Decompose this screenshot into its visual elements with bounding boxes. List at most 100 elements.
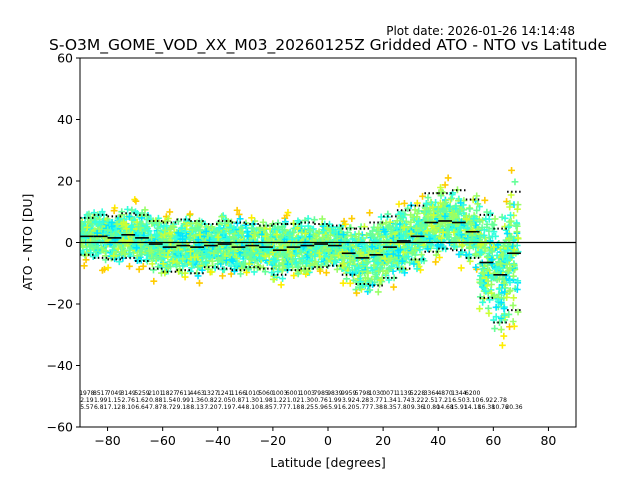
data-point <box>150 277 158 285</box>
data-point <box>506 264 514 272</box>
data-point <box>242 221 249 229</box>
data-point <box>450 228 458 236</box>
data-point <box>104 264 112 272</box>
data-point <box>508 166 515 174</box>
bin-stat-label: 7.21 <box>438 397 452 404</box>
data-point <box>363 231 371 239</box>
data-point <box>501 214 509 222</box>
y-axis-label: ATO - NTO [DU] <box>20 194 35 291</box>
data-point <box>95 219 103 226</box>
bin-stat-label: 7.12 <box>108 404 122 411</box>
data-point <box>507 232 515 240</box>
data-point <box>274 268 282 275</box>
data-point <box>238 265 245 272</box>
data-point <box>135 265 143 273</box>
data-point <box>499 341 506 349</box>
data-point <box>214 257 222 265</box>
data-point <box>454 208 462 216</box>
data-point <box>181 227 189 235</box>
data-point <box>418 257 425 264</box>
data-point <box>412 244 420 252</box>
data-point <box>83 224 91 231</box>
data-point <box>153 232 160 240</box>
data-point <box>245 265 253 272</box>
data-point <box>340 217 348 225</box>
data-point <box>425 231 433 239</box>
bin-stat-label: 7.20 <box>204 404 218 411</box>
bin-stat-label: 6.50 <box>452 397 466 404</box>
data-point <box>236 215 244 223</box>
data-point <box>110 207 118 215</box>
data-point <box>479 298 487 306</box>
data-point <box>215 224 223 232</box>
data-point <box>279 275 286 283</box>
data-point <box>322 269 330 277</box>
data-point <box>315 228 323 236</box>
data-point <box>500 332 508 340</box>
data-point <box>505 223 513 231</box>
data-point <box>497 299 505 306</box>
bin-stat-label: 1.36 <box>190 397 204 404</box>
scatter-points-layer <box>80 166 522 349</box>
data-point <box>316 267 324 275</box>
data-point <box>455 251 463 258</box>
data-point <box>85 218 93 226</box>
data-point <box>510 294 517 302</box>
data-point <box>109 246 116 254</box>
data-point <box>506 323 513 331</box>
data-point <box>363 259 371 267</box>
data-point <box>424 245 432 253</box>
data-point <box>204 265 212 273</box>
data-point <box>505 311 513 318</box>
data-point <box>161 249 168 257</box>
data-point <box>210 249 218 257</box>
data-point <box>286 249 293 257</box>
bin-stat-label: 9959 <box>341 390 356 397</box>
bin-stat-label: 3.10 <box>466 397 480 404</box>
data-point <box>292 259 300 267</box>
data-point <box>439 200 447 208</box>
bin-stat-label: 7.19 <box>218 404 232 411</box>
data-point <box>94 245 102 253</box>
bin-stat-label: 9.36 <box>411 404 425 411</box>
data-point <box>147 247 155 254</box>
data-point <box>488 281 495 288</box>
data-point <box>445 233 452 241</box>
data-point <box>344 229 351 236</box>
y-tick-label: 60 <box>57 51 73 66</box>
bin-statistics-layer: 1978851770493149525921011827761144631327… <box>79 390 523 411</box>
data-point <box>444 224 452 232</box>
bin-stat-label: 1978 <box>79 390 94 397</box>
x-tick-label: 20 <box>375 433 391 448</box>
bin-stat-label: 6200 <box>465 390 480 397</box>
bin-stat-label: 4870 <box>437 390 452 397</box>
bin-stat-label: 1003 <box>300 390 315 397</box>
data-point <box>441 181 449 189</box>
data-point <box>368 231 376 239</box>
bin-stat-label: 7985 <box>313 390 328 397</box>
data-point <box>444 174 452 182</box>
data-point <box>139 262 147 270</box>
data-point <box>491 269 498 277</box>
data-point <box>492 303 500 311</box>
bin-stat-label: 7049 <box>107 390 122 397</box>
y-tick-label: −60 <box>47 420 73 435</box>
data-point <box>182 215 190 223</box>
data-point <box>244 232 252 240</box>
data-point <box>352 233 360 241</box>
bin-stat-label: 1344 <box>451 390 466 397</box>
data-point <box>326 231 334 239</box>
bin-stat-label: 2.76 <box>122 397 136 404</box>
data-point <box>221 219 229 227</box>
bin-stat-label: 1241 <box>217 390 232 397</box>
bin-stat-label: 1.98 <box>259 397 273 404</box>
data-point <box>292 250 300 257</box>
data-point <box>426 235 434 242</box>
data-point <box>189 258 197 265</box>
bin-stat-label: 5259 <box>134 390 149 397</box>
data-point <box>503 294 511 301</box>
data-point <box>108 219 116 226</box>
data-point <box>404 205 412 212</box>
data-point <box>294 262 301 270</box>
data-point <box>390 250 397 258</box>
